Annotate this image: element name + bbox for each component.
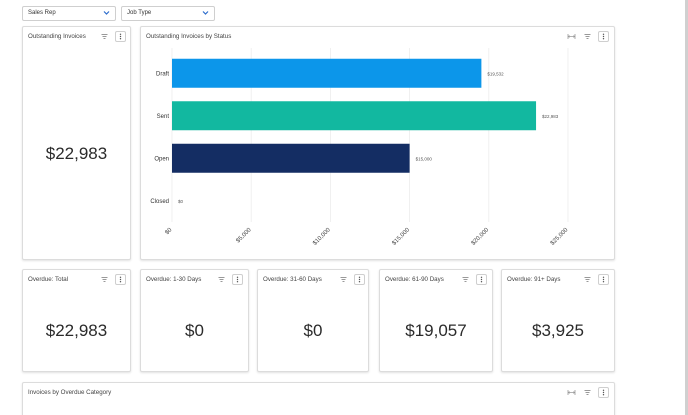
x-tick-label: $10,000 (312, 227, 332, 247)
sales-rep-filter-label: Sales Rep (28, 10, 56, 16)
more-vertical-icon[interactable] (115, 274, 126, 285)
card-title: Overdue: 31-60 Days (263, 276, 322, 283)
card-title: Overdue: Total (28, 276, 69, 283)
x-tick-label: $0 (164, 227, 173, 236)
more-vertical-icon[interactable] (598, 31, 609, 42)
bar (172, 101, 537, 131)
overdue-91-card: Overdue: 91+ Days $3,925 (501, 269, 615, 372)
filter-icon[interactable] (216, 274, 227, 285)
chevron-down-icon (202, 11, 209, 15)
invoices-by-status-card: Outstanding Invoices by Status Draft $19,… (140, 26, 615, 260)
overdue-61-90-value: $19,057 (405, 321, 467, 340)
card-title: Overdue: 61-90 Days (385, 276, 444, 283)
filter-icon[interactable] (338, 274, 349, 285)
x-tick-label: $15,000 (391, 227, 411, 247)
invoices-by-category-card: Invoices by Overdue Category (22, 382, 615, 415)
x-tick-label: $25,000 (550, 227, 570, 247)
bar (172, 143, 410, 173)
filter-icon[interactable] (582, 274, 593, 285)
card-title: Outstanding Invoices (28, 33, 86, 40)
category-label: Open (154, 156, 169, 162)
more-vertical-icon[interactable] (354, 274, 365, 285)
more-vertical-icon[interactable] (232, 274, 243, 285)
expand-horizontal-icon[interactable] (566, 31, 577, 42)
more-vertical-icon[interactable] (476, 274, 487, 285)
sales-rep-filter[interactable]: Sales Rep (22, 6, 116, 21)
filter-icon[interactable] (582, 31, 593, 42)
card-title: Outstanding Invoices by Status (146, 33, 232, 40)
data-label: $15,000 (416, 156, 433, 161)
more-vertical-icon[interactable] (598, 387, 609, 398)
overdue-31-60-card: Overdue: 31-60 Days $0 (257, 269, 369, 372)
overdue-1-30-value: $0 (185, 321, 204, 340)
status-bar-chart: Draft $19,532 Sent $22,983 Open $15,000 Closed… (150, 48, 570, 247)
overdue-91-value: $3,925 (532, 321, 584, 340)
job-type-filter[interactable]: Job Type (121, 6, 215, 21)
outstanding-invoices-card: Outstanding Invoices $22,983 (22, 26, 131, 260)
more-vertical-icon[interactable] (598, 274, 609, 285)
filter-icon[interactable] (460, 274, 471, 285)
card-title: Overdue: 91+ Days (507, 276, 561, 283)
category-label: Closed (150, 199, 169, 205)
category-label: Sent (157, 114, 170, 120)
x-tick-label: $5,000 (235, 227, 253, 245)
card-title: Invoices by Overdue Category (28, 389, 112, 396)
overdue-total-card: Overdue: Total $22,983 (22, 269, 131, 372)
overdue-total-value: $22,983 (45, 321, 108, 340)
data-label: $19,532 (487, 71, 504, 76)
data-label: $0 (178, 199, 184, 204)
category-label: Draft (156, 71, 169, 77)
x-tick-label: $20,000 (471, 227, 491, 247)
bar (172, 58, 482, 88)
data-label: $22,983 (542, 114, 559, 119)
outstanding-total-value: $22,983 (45, 144, 108, 163)
more-vertical-icon[interactable] (115, 31, 126, 42)
overdue-1-30-card: Overdue: 1-30 Days $0 (140, 269, 249, 372)
filter-icon[interactable] (99, 274, 110, 285)
overdue-31-60-value: $0 (303, 321, 323, 340)
card-title: Overdue: 1-30 Days (146, 276, 202, 283)
filter-icon[interactable] (582, 387, 593, 398)
chevron-down-icon (103, 11, 110, 15)
job-type-filter-label: Job Type (127, 10, 152, 16)
expand-horizontal-icon[interactable] (566, 387, 577, 398)
filter-icon[interactable] (99, 31, 110, 42)
overdue-61-90-card: Overdue: 61-90 Days $19,057 (379, 269, 493, 372)
scrollbar-thumb[interactable] (685, 0, 688, 415)
page-scrollbar[interactable] (685, 0, 688, 415)
